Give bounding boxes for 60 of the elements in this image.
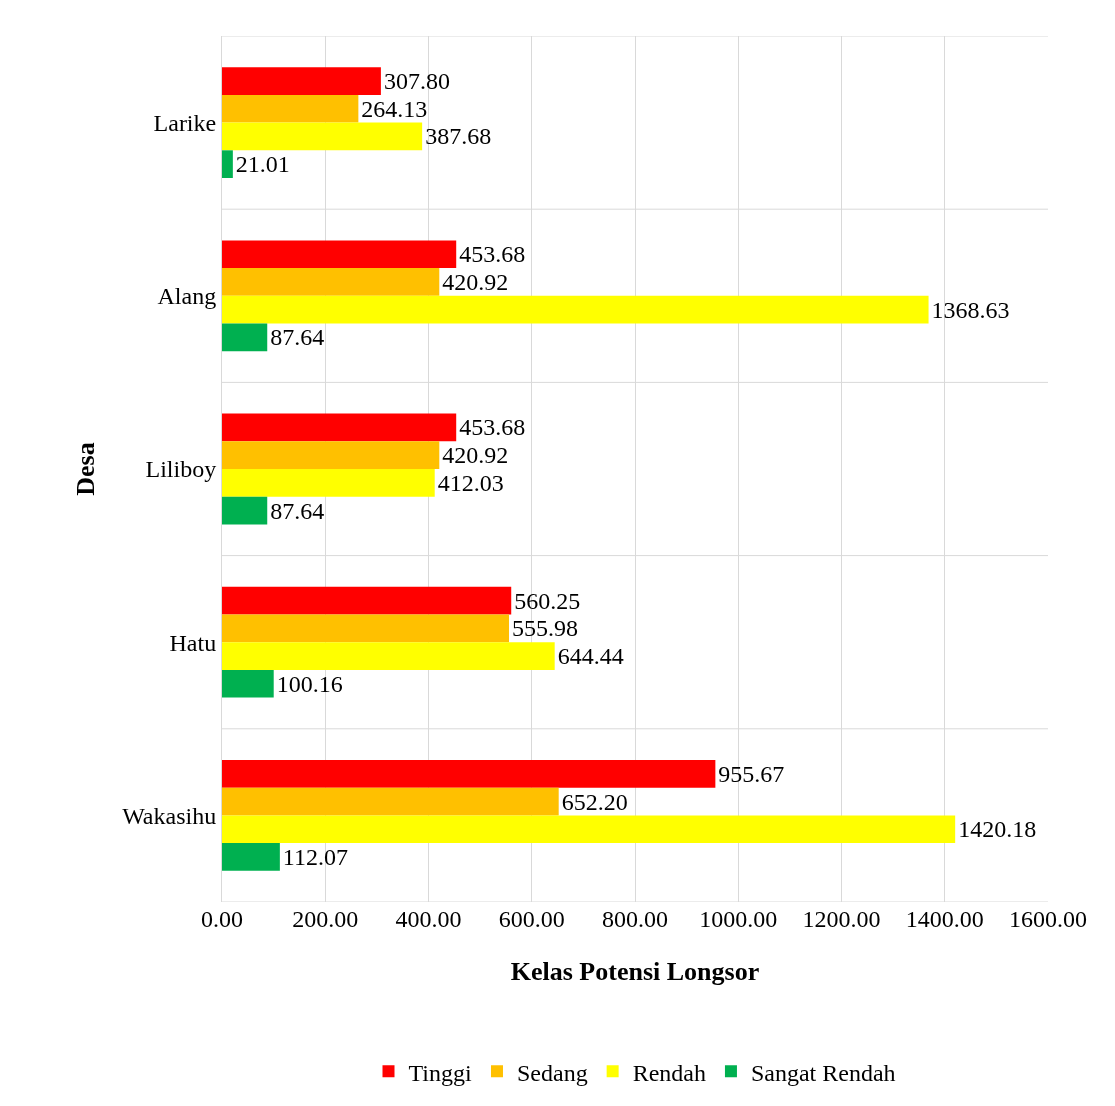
bar <box>222 469 435 497</box>
x-tick-label: 1400.00 <box>905 906 984 932</box>
bar <box>222 122 423 151</box>
y-tick-label: Wakasihu <box>122 802 217 829</box>
bar <box>222 323 268 352</box>
data-label: 87.64 <box>270 497 325 524</box>
bar <box>222 843 280 871</box>
x-tick-label: 200.00 <box>292 906 359 932</box>
y-tick-label: Larike <box>153 110 217 136</box>
legend-label: Sedang <box>516 1059 588 1086</box>
x-tick-label: 600.00 <box>498 906 565 932</box>
data-label: 387.68 <box>425 123 492 150</box>
y-axis-title: Desa <box>70 442 100 496</box>
bar <box>222 759 716 788</box>
data-label: 412.03 <box>437 469 504 496</box>
y-tick-label: Alang <box>157 283 217 310</box>
bar <box>222 642 555 670</box>
bar <box>222 268 440 296</box>
data-label: 453.68 <box>459 241 526 268</box>
bar <box>222 669 274 698</box>
bar <box>222 295 929 324</box>
x-tick-label: 0.00 <box>201 906 243 932</box>
data-label: 955.67 <box>718 760 785 787</box>
bar <box>222 586 512 615</box>
bar <box>222 94 359 123</box>
x-tick-label: 1600.00 <box>1009 906 1087 932</box>
data-label: 555.98 <box>512 615 579 642</box>
bar <box>222 150 233 179</box>
bar <box>222 441 440 469</box>
data-label: 652.20 <box>561 788 628 815</box>
y-tick-label: Liliboy <box>145 456 217 483</box>
data-label: 420.92 <box>442 268 509 295</box>
y-tick-label: Hatu <box>169 629 217 656</box>
bar <box>222 240 457 269</box>
legend-label: Tinggi <box>408 1059 472 1086</box>
bar <box>222 413 457 442</box>
data-label: 87.64 <box>270 324 325 351</box>
bar <box>222 614 510 643</box>
data-label: 264.13 <box>361 95 428 122</box>
bar <box>222 67 381 95</box>
data-label: 453.68 <box>459 414 526 441</box>
legend-label: Sangat Rendah <box>750 1059 896 1086</box>
bar <box>222 815 956 844</box>
data-label: 1420.18 <box>958 816 1037 843</box>
legend-label: Rendah <box>632 1059 706 1086</box>
x-axis-title: Kelas Potensi Longsor <box>510 956 760 986</box>
data-label: 21.01 <box>235 151 290 178</box>
data-label: 644.44 <box>557 643 624 670</box>
data-label: 560.25 <box>514 587 581 614</box>
x-tick-label: 400.00 <box>395 906 462 932</box>
bar <box>222 496 268 525</box>
x-tick-label: 1000.00 <box>699 906 778 932</box>
data-label: 1368.63 <box>931 296 1010 323</box>
x-tick-label: 1200.00 <box>802 906 881 932</box>
bar <box>222 787 559 816</box>
data-label: 420.92 <box>442 442 509 469</box>
x-tick-label: 800.00 <box>602 906 668 932</box>
data-label: 112.07 <box>282 843 348 870</box>
data-label: 100.16 <box>276 670 343 697</box>
data-label: 307.80 <box>383 68 450 95</box>
